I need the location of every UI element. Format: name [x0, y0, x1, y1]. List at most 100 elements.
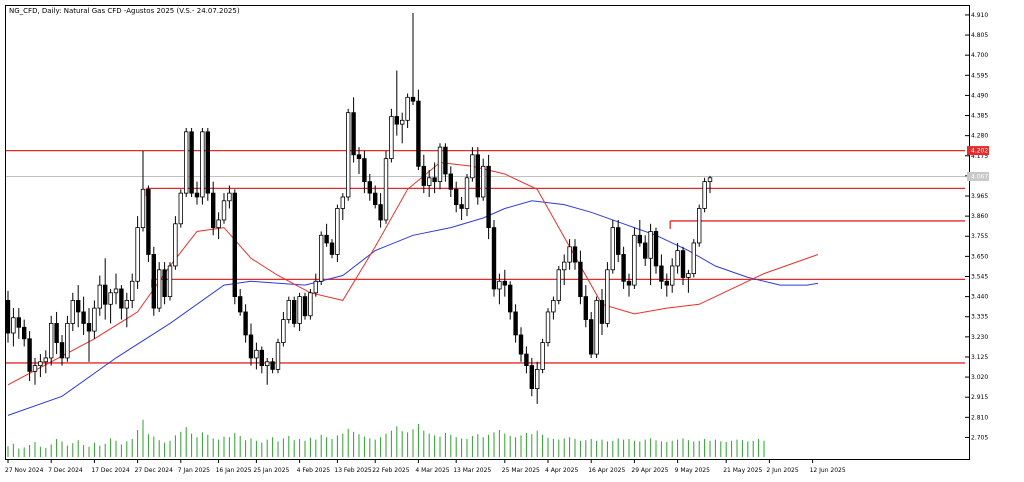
candle-body	[108, 292, 113, 305]
candle-body	[227, 192, 232, 202]
current-price-label: 4.067	[971, 173, 988, 180]
candle-body	[605, 269, 610, 324]
current-price-tag	[967, 171, 989, 181]
candle-body	[340, 196, 345, 209]
candle-body	[453, 188, 459, 206]
x-tick-label: 12 Jun 2025	[810, 467, 846, 474]
candle-body	[119, 288, 124, 309]
y-tick-label: 2.915	[971, 394, 988, 401]
candle-body	[378, 204, 383, 221]
candle-body	[513, 311, 518, 336]
candle-body	[151, 254, 156, 309]
candle-body	[367, 181, 372, 194]
highlight-price-label: 4.202	[971, 148, 988, 155]
y-tick-label: 3.230	[971, 334, 988, 341]
candle-body	[529, 365, 534, 389]
y-tick-label: 2.705	[971, 434, 988, 441]
x-tick-label: 7 Dec 2024	[48, 467, 83, 474]
x-tick-label: 21 May 2025	[723, 467, 762, 474]
highlight-price-tag	[967, 146, 989, 156]
candle-body	[405, 96, 410, 121]
candle-body	[589, 319, 594, 355]
candle-body	[38, 361, 43, 366]
candle-body	[129, 280, 135, 301]
chart-title: NG_CFD, Daily: Natural Gas CFD -Agustos …	[9, 7, 240, 15]
candle-body	[162, 269, 167, 298]
candle-body	[486, 165, 491, 229]
candle-body	[329, 242, 335, 255]
y-tick-label: 4.700	[971, 52, 988, 59]
candle-body	[545, 311, 551, 344]
candle-body	[616, 227, 621, 255]
candle-body	[97, 284, 102, 309]
candle-body	[653, 231, 659, 267]
candle-body	[291, 300, 297, 324]
candle-body	[421, 165, 426, 186]
candle-body	[313, 280, 318, 294]
candle-body	[497, 280, 502, 290]
x-tick-label: 16 Apr 2025	[588, 467, 625, 474]
x-tick-label: 22 Feb 2025	[372, 467, 410, 474]
x-tick-label: 4 Feb 2025	[297, 467, 331, 474]
x-tick-label: 25 Jan 2025	[253, 467, 289, 474]
x-tick-label: 16 Jan 2025	[216, 467, 252, 474]
candle-body	[464, 177, 470, 209]
x-tick-label: 13 Feb 2025	[334, 467, 372, 474]
candle-body	[81, 311, 86, 324]
candle-body	[302, 296, 308, 317]
candle-body	[297, 296, 302, 324]
y-tick-label: 4.490	[971, 92, 988, 99]
candle-body	[362, 158, 367, 183]
candle-body	[345, 112, 351, 198]
candle-body	[183, 131, 189, 194]
candle-body	[475, 154, 480, 198]
candle-body	[394, 116, 399, 125]
y-tick-label: 4.175	[971, 153, 988, 160]
candle-body	[281, 319, 286, 344]
candle-body	[535, 369, 540, 389]
candle-body	[459, 204, 464, 209]
y-tick-label: 3.020	[971, 374, 988, 381]
candle-body	[318, 234, 324, 282]
candle-body	[65, 323, 70, 359]
candle-body	[49, 323, 54, 359]
candle-body	[86, 323, 92, 332]
candle-body	[54, 323, 59, 344]
candle-body	[686, 273, 691, 278]
candle-body	[178, 192, 183, 225]
candle-body	[237, 296, 243, 313]
candle-body	[70, 300, 75, 324]
candle-body	[507, 284, 513, 313]
candle-body	[443, 146, 448, 175]
candle-body	[351, 112, 356, 156]
candle-body	[210, 192, 216, 229]
candle-body	[113, 288, 119, 294]
x-tick-label: 17 Dec 2024	[91, 467, 130, 474]
candle-body	[59, 342, 65, 359]
candle-body	[572, 246, 578, 263]
candle-body	[594, 300, 599, 355]
candle-body	[599, 300, 605, 324]
candle-body	[621, 254, 626, 282]
y-tick-label: 3.335	[971, 314, 988, 321]
candle-body	[426, 177, 432, 186]
candle-body	[470, 154, 475, 179]
candle-body	[32, 365, 38, 372]
candle-body	[648, 231, 653, 259]
candle-body	[680, 250, 686, 278]
candle-body	[124, 300, 129, 309]
y-tick-label: 3.650	[971, 253, 988, 260]
y-tick-label: 2.810	[971, 414, 988, 421]
y-tick-label: 3.965	[971, 193, 988, 200]
x-tick-label: 9 May 2025	[675, 467, 710, 474]
candle-body	[480, 165, 486, 198]
candle-body	[243, 311, 248, 336]
candle-body	[448, 173, 453, 190]
y-tick-label: 3.860	[971, 213, 988, 220]
candle-body	[254, 349, 259, 359]
candle-body	[518, 334, 524, 355]
x-tick-label: 7 Jan 2025	[178, 467, 210, 474]
candle-body	[140, 188, 146, 229]
candle-body	[583, 296, 588, 321]
